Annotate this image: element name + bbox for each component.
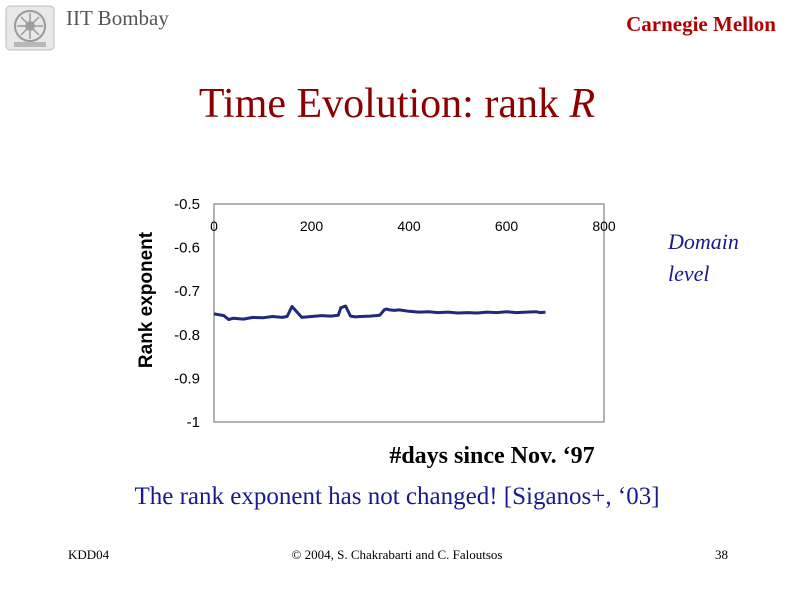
y-tick-label: -0.8 (174, 327, 200, 344)
x-tick-label: 400 (397, 218, 421, 234)
iit-bombay-logo-icon (5, 5, 55, 51)
rank-exponent-chart: Rank exponent -0.5 -0.6 -0.7 -0.8 -0.9 -1 0 20… (136, 196, 616, 431)
domain-level-annotation: Domain level (668, 226, 739, 290)
slide-title-variable: R (569, 81, 596, 127)
y-tick-label: -1 (187, 414, 200, 431)
series-line-rank-exponent (213, 304, 546, 321)
y-tick-label: -0.6 (174, 240, 200, 257)
x-tick-label: 800 (592, 218, 616, 234)
y-tick-label: -0.5 (174, 196, 200, 213)
slide-title: Time Evolution: rank R (0, 80, 794, 128)
y-axis-label: Rank exponent (136, 231, 157, 368)
organization-name: Carnegie Mellon (626, 12, 776, 36)
footer-copyright: © 2004, S. Chakrabarti and C. Faloutsos (291, 547, 503, 562)
y-tick-labels: -0.5 -0.6 -0.7 -0.8 -0.9 -1 (174, 196, 200, 431)
institution-name: IIT Bombay (66, 6, 169, 30)
conclusion-text: The rank exponent has not changed! [Siga… (134, 483, 660, 510)
x-tick-label: 600 (495, 218, 519, 234)
annotation-line-2: level (668, 261, 710, 286)
slide-title-text: Time Evolution: rank (198, 81, 570, 127)
x-axis-label: #days since Nov. ‘97 (389, 443, 595, 469)
x-tick-label: 200 (300, 218, 324, 234)
y-tick-label: -0.7 (174, 283, 200, 300)
x-tick-label: 0 (210, 218, 218, 234)
y-tick-label: -0.9 (174, 370, 200, 387)
x-tick-labels: 0 200 400 600 800 (210, 218, 616, 234)
annotation-line-1: Domain (668, 229, 739, 254)
footer-page-number: 38 (715, 547, 728, 562)
footer-conference: KDD04 (68, 547, 110, 562)
